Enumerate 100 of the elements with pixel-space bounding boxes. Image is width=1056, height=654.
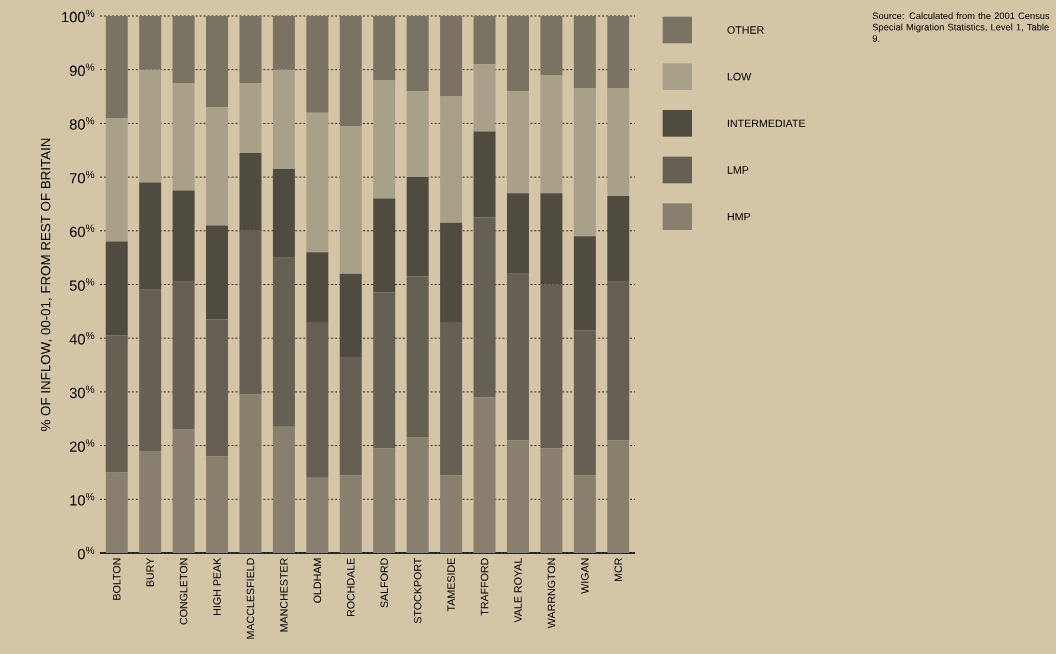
bar — [339, 126, 362, 274]
bar — [473, 217, 496, 398]
bar — [440, 475, 463, 553]
text: INTERMEDIATE — [727, 119, 806, 127]
y-tick-label: 30$^{%}$ — [69, 385, 95, 399]
bar — [306, 112, 329, 253]
bar — [573, 236, 596, 331]
bar — [306, 322, 329, 478]
bar — [373, 15, 396, 81]
bar — [272, 257, 295, 427]
y-tick-label: 70$^{%}$ — [69, 170, 95, 184]
bar — [206, 319, 229, 457]
y-tick-label: 90$^{%}$ — [69, 63, 95, 76]
y-tick-label: 80$^{%}$ — [69, 117, 95, 130]
bar — [573, 15, 596, 89]
bar — [339, 273, 362, 357]
bar — [607, 15, 630, 89]
bar — [506, 193, 529, 274]
bar — [239, 230, 262, 395]
bar — [206, 456, 229, 553]
bar — [440, 96, 463, 223]
bar — [406, 437, 429, 553]
bar — [540, 15, 563, 76]
bar — [172, 15, 195, 84]
x-tick-label: TAMESIDE — [447, 558, 455, 612]
bar — [506, 91, 529, 194]
bar — [306, 15, 329, 113]
bar — [306, 252, 329, 323]
bar — [172, 429, 195, 553]
bar — [607, 440, 630, 553]
y-tick-label: 50$^{%}$ — [69, 278, 95, 291]
bar — [406, 15, 429, 92]
y-tick-label: 10$^{%}$ — [70, 493, 95, 506]
x-tick-label: STOCKPORT — [413, 557, 422, 624]
bar — [406, 91, 429, 178]
bar — [406, 177, 429, 277]
bar — [440, 222, 463, 323]
bar — [239, 15, 262, 84]
x-tick-label: BURY — [146, 557, 154, 587]
bar — [139, 450, 162, 553]
y-tick-label: 100$^{%}$ — [62, 9, 95, 23]
bar — [339, 15, 362, 127]
x-tick-label: HIGH PEAK — [213, 557, 221, 615]
bar — [373, 80, 396, 199]
bar — [540, 193, 563, 285]
bar — [373, 198, 396, 293]
bar — [440, 15, 463, 97]
bar — [473, 397, 496, 553]
bar — [540, 75, 563, 194]
x-tick-label: MACCLESFIELD — [246, 558, 255, 639]
x-tick-label: MCR — [614, 558, 623, 582]
bar — [373, 448, 396, 553]
bar — [540, 448, 563, 553]
x-tick-label: WIGAN — [581, 558, 589, 594]
bar — [172, 190, 195, 282]
text: HMP — [727, 213, 751, 221]
x-tick-label: OLDHAM — [313, 558, 322, 603]
bar — [105, 118, 128, 242]
bar — [239, 394, 262, 553]
bar — [105, 15, 128, 119]
bar — [573, 88, 596, 237]
bar — [139, 289, 162, 451]
bar — [272, 426, 295, 553]
bar — [272, 169, 295, 258]
bar — [139, 182, 162, 290]
x-tick-label: CONGLETON — [179, 558, 188, 625]
bar — [607, 195, 630, 282]
y-tick-label: 40$^{%}$ — [69, 331, 95, 345]
text: LOW — [727, 72, 752, 81]
bar — [139, 15, 162, 70]
x-tick-label: TRAFFORD — [480, 558, 489, 616]
bar — [239, 83, 262, 153]
bar — [272, 69, 295, 170]
bar — [339, 356, 362, 476]
bar — [272, 15, 295, 70]
bar — [440, 322, 463, 476]
bar — [607, 88, 630, 196]
bar — [473, 15, 496, 65]
x-tick-label: MANCHESTER — [280, 558, 288, 632]
x-tick-label: ROCHDALE — [347, 558, 355, 617]
bar — [105, 241, 128, 336]
bar — [105, 472, 128, 553]
bar — [506, 15, 529, 92]
bar — [139, 69, 162, 183]
bar — [506, 440, 529, 553]
bar — [306, 477, 329, 553]
x-tick-label: WARRNGTON — [547, 558, 556, 629]
text: OTHER — [727, 26, 764, 34]
bar — [540, 284, 563, 449]
bar — [105, 335, 128, 473]
bar — [239, 152, 262, 231]
bar — [373, 292, 396, 449]
bar — [206, 225, 229, 320]
bar — [339, 475, 362, 553]
text: LMP — [727, 166, 749, 174]
y-axis-title: % OF INFLOW, 00-01, FROM REST OF BRITAIN — [40, 138, 52, 431]
bar — [573, 330, 596, 476]
bar — [206, 15, 229, 108]
y-tick-label: 0$^{%}$ — [77, 546, 95, 560]
y-tick-label: 60$^{%}$ — [69, 224, 95, 238]
